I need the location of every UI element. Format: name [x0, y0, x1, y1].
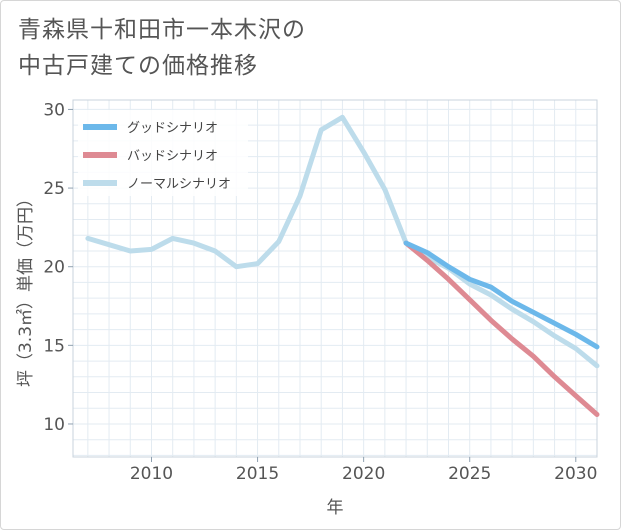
x-tick-label: 2025: [448, 464, 491, 484]
series-line-normal: [85, 114, 600, 369]
legend-label: バッドシナリオ: [127, 149, 218, 164]
series-line-good: [403, 240, 600, 350]
x-tick-label: 2015: [236, 464, 279, 484]
y-tick-label: 10: [43, 415, 65, 435]
legend-label: グッドシナリオ: [127, 121, 218, 136]
chart-title: 青森県十和田市一本木沢の 中古戸建ての価格推移: [18, 12, 538, 84]
y-tick-label: 20: [43, 258, 65, 278]
x-tick-label: 2010: [130, 464, 173, 484]
chart-title-line-1: 青森県十和田市一本木沢の: [18, 17, 306, 43]
y-tick-label: 15: [43, 336, 65, 356]
legend-label: ノーマルシナリオ: [127, 177, 231, 192]
plot-border: [72, 99, 598, 458]
y-axis-title: 坪（3.3㎡）単価（万円）: [16, 190, 36, 387]
y-tick-label: 25: [43, 179, 65, 199]
chart-title-line-2: 中古戸建ての価格推移: [18, 53, 258, 79]
x-tick-label: 2020: [342, 464, 385, 484]
series-line-bad: [403, 240, 600, 417]
y-tick-label: 30: [43, 100, 65, 120]
series-lines: [85, 114, 600, 417]
x-axis-title: 年: [327, 498, 344, 518]
x-tick-label: 2030: [554, 464, 597, 484]
